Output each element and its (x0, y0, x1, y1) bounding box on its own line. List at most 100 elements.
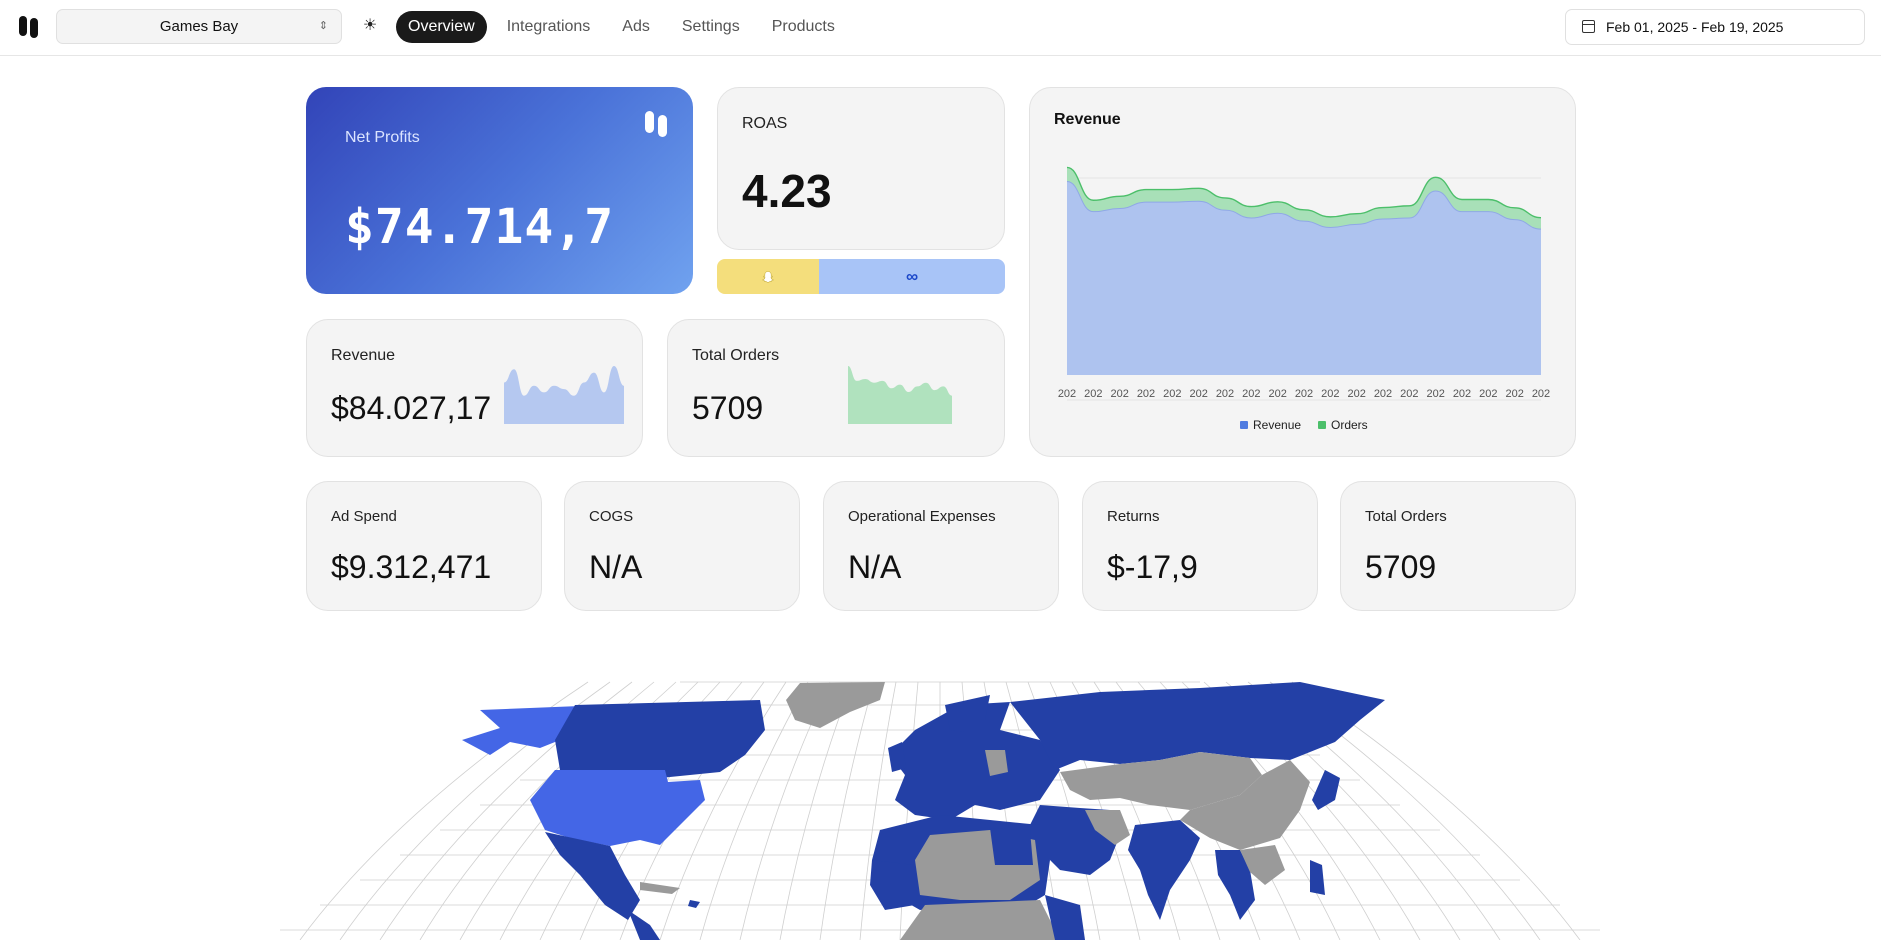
x-tick-label: 202 (1268, 388, 1286, 400)
cogs-value: N/A (589, 549, 643, 585)
ad-spend-value: $9.312,471 (331, 549, 492, 585)
x-tick-label: 202 (1137, 388, 1155, 400)
revenue-kpi-card: Revenue $84.027,17 (306, 319, 643, 457)
region-greenland[interactable] (786, 682, 885, 728)
nav-ads[interactable]: Ads (622, 18, 650, 35)
net-profits-label: Net Profits (345, 129, 420, 146)
x-tick-label: 202 (1321, 388, 1339, 400)
region-canada[interactable] (555, 700, 765, 778)
snapchat-icon (762, 271, 774, 283)
returns-label: Returns (1107, 508, 1160, 525)
orders-series-line (1066, 166, 1542, 219)
store-selector[interactable]: Games Bay ⇕ (56, 9, 342, 44)
x-tick-label: 202 (1479, 388, 1497, 400)
region-mexico[interactable] (545, 832, 640, 920)
orders-kpi-card: Total Orders 5709 (667, 319, 1005, 457)
meta-icon: ∞ (905, 267, 919, 286)
ad-spend-label: Ad Spend (331, 508, 397, 525)
x-tick-label: 202 (1216, 388, 1234, 400)
legend-swatch (1318, 421, 1326, 429)
region-japan[interactable] (1312, 770, 1340, 810)
nav-overview[interactable]: Overview (396, 11, 487, 43)
chart-title: Revenue (1054, 111, 1121, 128)
brand-logo-icon[interactable] (19, 16, 41, 38)
sparkline-area (848, 366, 952, 424)
x-tick-label: 202 (1084, 388, 1102, 400)
net-profits-value: $74.714,7 (345, 199, 615, 255)
legend-label[interactable]: Orders (1331, 418, 1368, 432)
revenue-kpi-label: Revenue (331, 347, 396, 364)
region-west-africa[interactable] (870, 860, 915, 910)
region-eastern-europe-grey[interactable] (985, 750, 1008, 776)
sparkline-area (504, 366, 624, 424)
legend-swatch (1240, 421, 1248, 429)
region-egypt[interactable] (990, 828, 1033, 865)
region-alaska[interactable] (462, 706, 580, 755)
revenue-chart-card: Revenue 202 202 202 202 202 202 202 202 202 202 20… (1029, 87, 1576, 457)
calendar-icon (1582, 20, 1595, 33)
region-east-africa[interactable] (1045, 895, 1085, 940)
x-tick-label: 202 (1453, 388, 1471, 400)
brand-mark-icon (645, 111, 669, 137)
region-russia[interactable] (1010, 682, 1385, 770)
metric-card-cogs: COGS N/A (564, 481, 800, 611)
x-tick-label: 202 (1374, 388, 1392, 400)
region-usa[interactable] (530, 770, 705, 846)
region-philippines[interactable] (1310, 860, 1325, 895)
x-tick-label: 202 (1532, 388, 1550, 400)
store-selector-value: Games Bay (159, 18, 239, 35)
region-southeast-asia[interactable] (1215, 850, 1255, 920)
operational-expenses-value: N/A (848, 549, 902, 585)
sun-icon[interactable]: ☀ (362, 17, 378, 34)
x-tick-label: 202 (1400, 388, 1418, 400)
region-cuba[interactable] (640, 882, 680, 894)
region-southeast-asia-grey[interactable] (1240, 845, 1285, 885)
region-central-america[interactable] (628, 910, 660, 940)
x-tick-label: 202 (1347, 388, 1365, 400)
region-scandinavia[interactable] (945, 695, 990, 732)
orders-kpi-value: 5709 (692, 390, 764, 426)
metric-card-operational-expenses: Operational Expenses N/A (823, 481, 1059, 611)
main-nav: Overview Integrations Ads Settings Produ… (396, 11, 855, 43)
region-india[interactable] (1128, 820, 1200, 920)
roas-platform-bar: ∞ (717, 259, 1005, 294)
revenue-kpi-value: $84.027,17 (331, 390, 492, 426)
region-iran-grey[interactable] (1085, 810, 1130, 845)
total-orders-label: Total Orders (1365, 508, 1447, 525)
world-map[interactable] (0, 660, 1881, 940)
roas-label: ROAS (742, 115, 788, 132)
snapchat-segment[interactable] (717, 259, 819, 294)
revenue-series-line (1066, 181, 1542, 230)
x-tick-label: 202 (1242, 388, 1260, 400)
region-china[interactable] (1180, 760, 1310, 850)
revenue-orders-area-chart: 202 202 202 202 202 202 202 202 202 202 202 202 202 2… (1058, 166, 1550, 432)
date-range-picker[interactable]: Feb 01, 2025 - Feb 19, 2025 (1565, 9, 1865, 45)
metric-card-returns: Returns $-17,9 (1082, 481, 1318, 611)
orders-sparkline (848, 366, 952, 424)
total-orders-value: 5709 (1365, 549, 1437, 585)
meta-segment[interactable]: ∞ (819, 259, 1005, 294)
date-range-label: Feb 01, 2025 - Feb 19, 2025 (1606, 19, 1784, 35)
returns-value: $-17,9 (1107, 549, 1198, 585)
revenue-series-area (1067, 181, 1541, 375)
region-caribbean[interactable] (688, 900, 700, 908)
nav-products[interactable]: Products (771, 18, 835, 35)
revenue-sparkline (504, 366, 624, 424)
nav-settings[interactable]: Settings (681, 18, 740, 35)
metric-card-total-orders: Total Orders 5709 (1340, 481, 1576, 611)
region-central-asia[interactable] (1060, 752, 1262, 810)
region-europe[interactable] (890, 702, 1060, 820)
orders-kpi-label: Total Orders (692, 347, 780, 364)
roas-card: ROAS 4.23 (717, 87, 1005, 250)
region-uk[interactable] (888, 742, 906, 772)
x-tick-label: 202 (1110, 388, 1128, 400)
legend-label[interactable]: Revenue (1253, 418, 1301, 432)
orders-series-area (1067, 167, 1541, 230)
chevron-updown-icon: ⇕ (318, 20, 328, 32)
map-countries (462, 682, 1385, 940)
x-tick-label: 202 (1189, 388, 1207, 400)
net-profits-card: Net Profits $74.714,7 (306, 87, 693, 294)
nav-integrations[interactable]: Integrations (506, 18, 591, 35)
region-central-africa[interactable] (900, 900, 1060, 940)
x-tick-label: 202 (1058, 388, 1076, 400)
